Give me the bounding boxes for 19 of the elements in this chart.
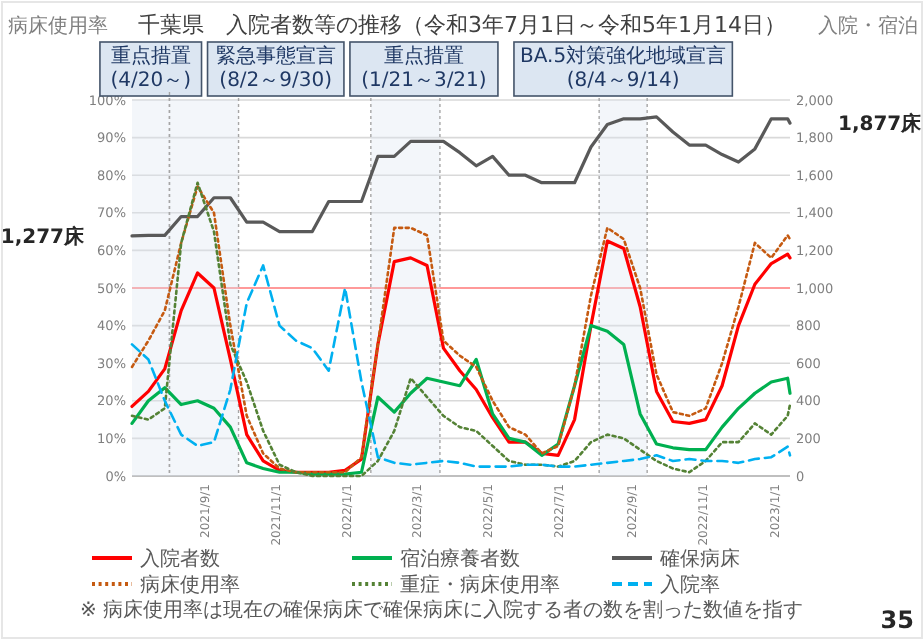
y2-axis-title: 入院・宿泊 [818,14,918,38]
legend-label: 病床使用率 [140,573,240,597]
text: ※ 病床使用率は現在の確保病床で確保病床に入院する者の数を割った数値を指す [80,598,804,622]
legend-label: 重症・病床使用率 [400,573,560,597]
band-label: 重点措置 (4/20～) [110,44,192,92]
line-series [130,324,792,476]
chart-title: 千葉県 入院者数等の推移（令和3年7月1日～令和5年1月14日） [138,12,786,38]
legend-label: 確保病床 [658,547,740,571]
text: 35 [880,606,914,634]
legend-label: 入院率 [660,573,720,597]
band-label: 重点措置 (1/21～3/21) [361,44,487,92]
band-label: BA.5対策強化地域宣言 (8/4～9/14) [520,44,727,92]
y-axis-title: 病床使用率 [8,14,108,38]
band-label: 緊急事態宣言 (8/2～9/30) [215,44,336,92]
text: 1,277床 [0,224,86,249]
legend-label: 入院者数 [140,547,220,571]
line-series [130,115,792,238]
legend-label: 宿泊療養者数 [400,547,520,571]
text: 1,877床 [838,112,924,137]
